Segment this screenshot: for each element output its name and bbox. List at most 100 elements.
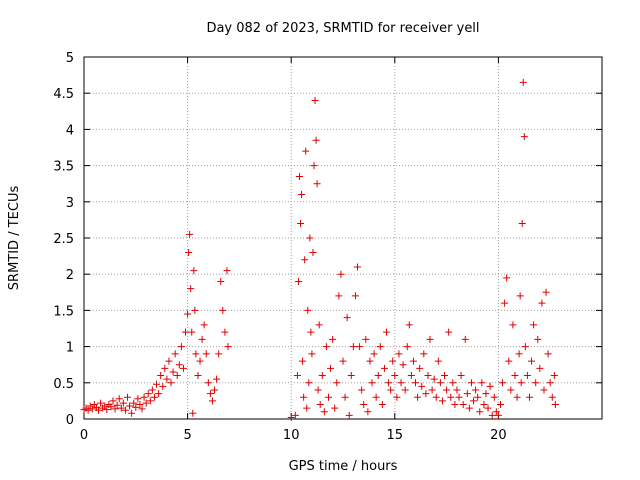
data-point (179, 364, 187, 372)
data-point (486, 382, 494, 390)
data-point (316, 401, 324, 409)
data-point (463, 390, 471, 398)
data-point (219, 306, 227, 314)
data-point (297, 220, 305, 228)
data-point (438, 397, 446, 405)
data-point (322, 343, 330, 351)
data-point (420, 350, 428, 358)
data-point (374, 372, 382, 380)
data-point (414, 393, 422, 401)
x-tick-label: 5 (183, 428, 191, 443)
data-point (519, 78, 527, 86)
data-point (488, 411, 496, 419)
data-point (472, 386, 480, 394)
data-point (119, 399, 127, 407)
data-point (349, 343, 357, 351)
data-point (343, 314, 351, 322)
data-point (484, 404, 492, 412)
data-point (190, 267, 198, 275)
data-point (515, 350, 523, 358)
data-point (399, 361, 407, 369)
data-point (175, 361, 183, 369)
data-point (476, 408, 484, 416)
data-point (499, 379, 507, 387)
data-point (223, 267, 231, 275)
data-point (432, 393, 440, 401)
data-point (208, 397, 216, 405)
data-point (184, 310, 192, 318)
data-point (211, 386, 219, 394)
data-point (305, 379, 313, 387)
data-point (224, 343, 232, 351)
data-point (187, 285, 195, 293)
data-point (140, 393, 148, 401)
data-point (121, 406, 129, 414)
data-point (136, 401, 144, 409)
data-point (194, 372, 202, 380)
data-point (441, 372, 449, 380)
data-point (412, 379, 420, 387)
data-point (389, 357, 397, 365)
x-axis-label: GPS time / hours (289, 459, 398, 474)
data-point (173, 372, 181, 380)
data-point (424, 372, 432, 380)
data-point (304, 306, 312, 314)
data-point (111, 405, 119, 413)
data-point (443, 386, 451, 394)
data-point (313, 180, 321, 188)
data-point (163, 375, 171, 383)
data-point (513, 393, 521, 401)
data-point (428, 386, 436, 394)
y-tick-label: 3.5 (53, 160, 74, 175)
y-tick-label: 1 (66, 341, 74, 356)
data-point (405, 321, 413, 329)
data-point (490, 393, 498, 401)
data-point (544, 350, 552, 358)
data-point (492, 408, 500, 416)
data-point (360, 401, 368, 409)
data-point (221, 328, 229, 336)
data-point (528, 357, 536, 365)
data-point (311, 96, 319, 104)
data-point (461, 335, 469, 343)
x-tick-label: 20 (490, 428, 507, 443)
data-point (530, 321, 538, 329)
data-point (551, 401, 559, 409)
data-point (480, 401, 488, 409)
data-point (215, 350, 223, 358)
data-point (397, 379, 405, 387)
data-point (532, 379, 540, 387)
data-point (409, 357, 417, 365)
data-point (451, 401, 459, 409)
data-point (385, 379, 393, 387)
y-tick-label: 5 (66, 51, 74, 66)
y-tick-label: 0 (66, 413, 74, 428)
data-point (113, 401, 121, 409)
data-point (517, 379, 525, 387)
data-point (503, 274, 511, 282)
data-point (128, 409, 136, 417)
data-point (295, 172, 303, 180)
data-point (434, 357, 442, 365)
data-point (185, 248, 193, 256)
data-point (291, 411, 299, 419)
y-axis-label: SRMTID / TECUs (7, 186, 22, 291)
data-point (341, 393, 349, 401)
data-point (309, 248, 317, 256)
data-point (310, 162, 318, 170)
data-point (478, 379, 486, 387)
data-point (370, 350, 378, 358)
data-point (161, 364, 169, 372)
data-point (356, 343, 364, 351)
data-point (192, 350, 200, 358)
data-point (177, 343, 185, 351)
data-point (165, 357, 173, 365)
data-point (142, 399, 150, 407)
data-point (436, 379, 444, 387)
data-point (449, 379, 457, 387)
data-point (157, 372, 165, 380)
data-point (202, 350, 210, 358)
data-point (366, 357, 374, 365)
data-point (376, 343, 384, 351)
data-point (294, 277, 302, 285)
